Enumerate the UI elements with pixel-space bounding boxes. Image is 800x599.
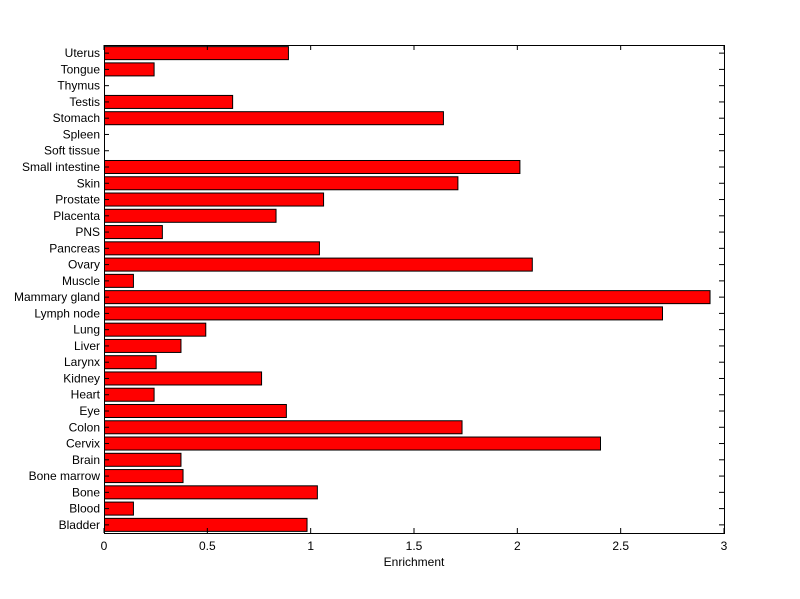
y-tick-label: Stomach bbox=[53, 111, 100, 125]
y-tick-label: Muscle bbox=[62, 274, 100, 288]
y-tick-label: Uterus bbox=[65, 46, 100, 60]
y-tick-label: Mammary gland bbox=[14, 290, 100, 304]
x-tick-label: 2 bbox=[514, 539, 521, 553]
y-tick-label: Placenta bbox=[53, 209, 100, 223]
y-tick-label: Testis bbox=[69, 95, 100, 109]
y-tick-label: Pancreas bbox=[49, 241, 100, 255]
bar-uterus bbox=[104, 46, 289, 61]
y-tick-label: PNS bbox=[75, 225, 100, 239]
y-tick-label: Skin bbox=[77, 176, 100, 190]
y-tick-label: Ovary bbox=[68, 258, 100, 272]
bar-colon bbox=[104, 420, 463, 435]
labels-layer: Bladder Blood Bone Bone marrow Brain Cervix Co… bbox=[14, 46, 728, 553]
x-tick-label: 0.5 bbox=[199, 539, 216, 553]
bar-skin bbox=[104, 176, 459, 191]
y-tick-label: Lung bbox=[73, 323, 100, 337]
bar-cervix bbox=[104, 436, 601, 451]
y-tick-label: Thymus bbox=[57, 79, 100, 93]
y-tick-label: Small intestine bbox=[22, 160, 100, 174]
x-tick-label: 0 bbox=[101, 539, 108, 553]
bar-placenta bbox=[104, 208, 277, 223]
bar-mammary-gland bbox=[104, 290, 711, 305]
y-tick-label: Cervix bbox=[66, 437, 100, 451]
bar-lymph-node bbox=[104, 306, 663, 321]
bar-lung bbox=[104, 322, 207, 337]
y-tick-label: Lymph node bbox=[34, 306, 100, 320]
y-tick-label: Prostate bbox=[55, 193, 100, 207]
bar-testis bbox=[104, 94, 234, 109]
bar-bone-marrow bbox=[104, 469, 184, 484]
y-tick-label: Soft tissue bbox=[44, 144, 100, 158]
y-tick-label: Colon bbox=[69, 420, 100, 434]
y-tick-label: Spleen bbox=[63, 127, 100, 141]
bar-larynx bbox=[104, 355, 157, 370]
bar-kidney bbox=[104, 371, 263, 386]
bar-ovary bbox=[104, 257, 533, 272]
bar-pancreas bbox=[104, 241, 320, 256]
y-tick-label: Tongue bbox=[61, 62, 101, 76]
y-tick-label: Kidney bbox=[63, 371, 100, 385]
y-tick-label: Heart bbox=[71, 388, 101, 402]
y-tick-label: Larynx bbox=[64, 355, 100, 369]
bar-bone bbox=[104, 485, 318, 500]
x-tick-label: 2.5 bbox=[612, 539, 629, 553]
x-tick-label: 3 bbox=[721, 539, 728, 553]
x-axis-title: Enrichment bbox=[384, 555, 445, 569]
y-tick-label: Eye bbox=[79, 404, 100, 418]
bar-bladder bbox=[104, 517, 308, 532]
bar-small-intestine bbox=[104, 159, 521, 175]
bar-heart bbox=[104, 387, 155, 402]
bar-liver bbox=[104, 338, 182, 353]
y-tick-label: Bone marrow bbox=[29, 469, 101, 483]
x-tick-label: 1.5 bbox=[406, 539, 423, 553]
y-tick-label: Bladder bbox=[59, 518, 100, 532]
bar-pns bbox=[104, 225, 163, 240]
y-tick-label: Liver bbox=[74, 339, 100, 353]
x-tick-label: 1 bbox=[307, 539, 314, 553]
y-tick-label: Blood bbox=[69, 502, 100, 516]
bar-stomach bbox=[104, 111, 444, 126]
bar-eye bbox=[104, 403, 287, 419]
bar-tongue bbox=[104, 62, 155, 77]
y-tick-label: Bone bbox=[72, 485, 100, 499]
bar-brain bbox=[104, 452, 182, 467]
plot-area-frame bbox=[104, 45, 725, 534]
y-tick-label: Brain bbox=[72, 453, 100, 467]
bar-prostate bbox=[104, 192, 325, 207]
bars-layer bbox=[104, 46, 711, 532]
